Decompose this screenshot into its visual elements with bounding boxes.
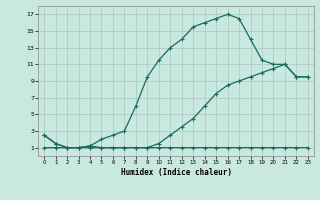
X-axis label: Humidex (Indice chaleur): Humidex (Indice chaleur): [121, 168, 231, 177]
